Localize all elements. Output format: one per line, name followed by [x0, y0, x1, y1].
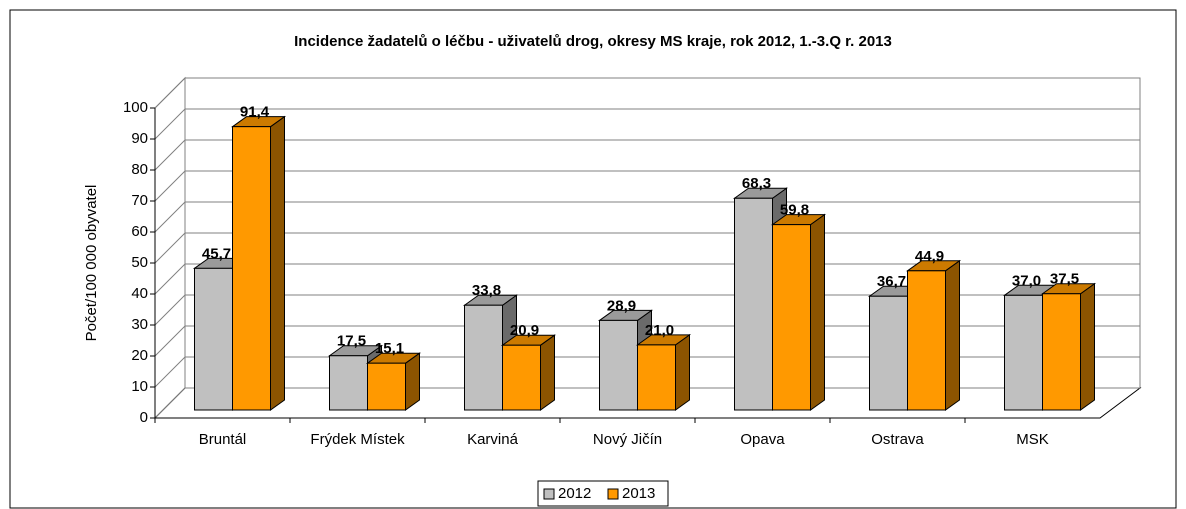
value-label: 37,5: [1050, 271, 1079, 288]
bar: [1040, 282, 1097, 411]
x-tick-label: Frýdek Místek: [310, 431, 405, 448]
y-tick-label: 90: [131, 130, 148, 147]
bar-front: [367, 362, 406, 411]
y-tick-label: 10: [131, 378, 148, 395]
grid-line: [154, 139, 1140, 171]
bar: [230, 115, 287, 411]
value-label: 59,8: [780, 202, 809, 219]
value-label: 28,9: [607, 297, 636, 314]
value-label: 21,0: [645, 322, 674, 339]
bar-front: [734, 197, 773, 411]
bar-front: [637, 344, 676, 411]
x-tick-label: Ostrava: [871, 431, 924, 448]
x-tick-label: Opava: [740, 431, 785, 448]
value-label: 17,5: [337, 333, 366, 350]
bar: [365, 352, 422, 411]
grid-line: [154, 170, 1140, 202]
chart-title: Incidence žadatelů o léčbu - uživatelů d…: [294, 33, 892, 50]
bar-front: [329, 355, 368, 411]
value-label: 33,8: [472, 282, 501, 299]
bar-side: [1080, 282, 1095, 411]
grid-line: [154, 108, 1140, 140]
bar-side: [810, 213, 825, 411]
y-tick-label: 50: [131, 254, 148, 271]
grid-line: [154, 201, 1140, 233]
legend-label: 2012: [558, 485, 591, 502]
bar-front: [232, 126, 271, 411]
bar-side: [945, 259, 960, 411]
y-tick-label: 80: [131, 161, 148, 178]
y-tick-label: 70: [131, 192, 148, 209]
value-label: 45,7: [202, 245, 231, 262]
y-axis-label: Počet/100 000 obyvatel: [83, 185, 100, 342]
x-tick-label: Bruntál: [199, 431, 247, 448]
legend-box: [537, 480, 669, 507]
bar-side: [675, 333, 690, 411]
value-label: 91,4: [240, 104, 270, 121]
bar-front: [907, 270, 946, 411]
y-tick-label: 30: [131, 316, 148, 333]
bar-front: [869, 295, 908, 411]
bar: [770, 213, 827, 411]
bar: [905, 259, 962, 411]
bar-front: [502, 344, 541, 411]
bar-front: [1004, 294, 1043, 411]
x-tick-label: Nový Jičín: [593, 431, 662, 448]
legend-swatch: [543, 488, 555, 500]
y-tick-label: 20: [131, 347, 148, 364]
bar-front: [772, 224, 811, 411]
value-label: 15,1: [375, 340, 404, 357]
bar: [635, 333, 692, 411]
bar: [500, 334, 557, 411]
grid-line: [154, 77, 1140, 109]
x-tick-label: MSK: [1016, 431, 1049, 448]
y-tick-label: 100: [123, 99, 148, 116]
value-label: 68,3: [742, 175, 771, 192]
value-label: 20,9: [510, 322, 539, 339]
value-label: 44,9: [915, 248, 944, 265]
bar-side: [540, 334, 555, 411]
value-label: 36,7: [877, 273, 906, 290]
legend-swatch: [607, 488, 619, 500]
y-tick-label: 60: [131, 223, 148, 240]
bar-front: [464, 304, 503, 411]
bar-front: [599, 319, 638, 411]
y-tick-label: 40: [131, 285, 148, 302]
value-label: 37,0: [1012, 272, 1041, 289]
legend-label: 2013: [622, 485, 655, 502]
bar-front: [1042, 293, 1081, 411]
bar-front: [194, 267, 233, 411]
x-tick-label: Karviná: [467, 431, 519, 448]
y-tick-label: 0: [140, 409, 148, 426]
bar-side: [270, 115, 285, 411]
